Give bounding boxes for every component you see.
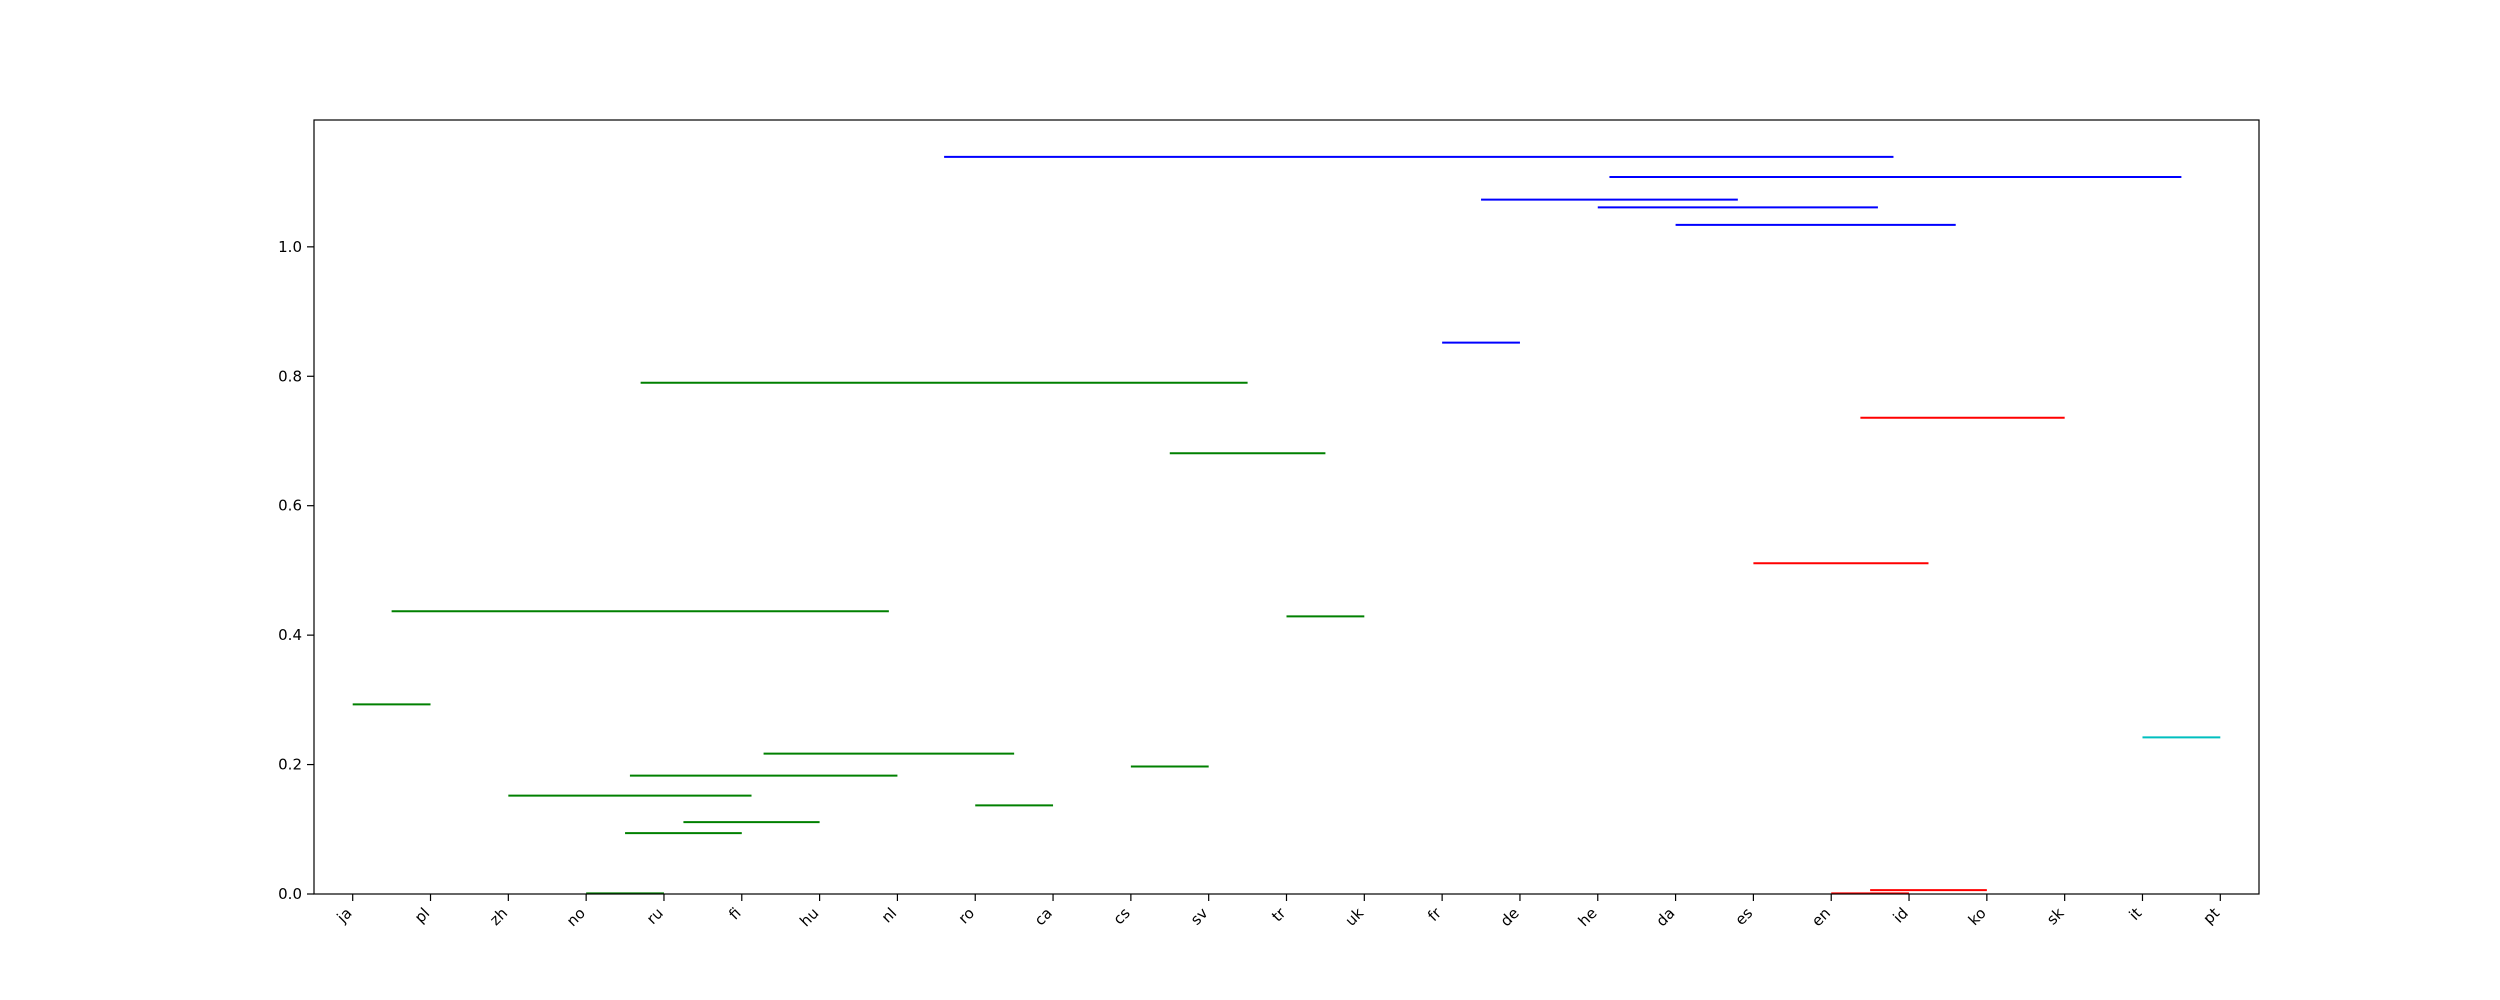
leaf-label-pt: pt	[2200, 904, 2224, 928]
leaf-label-en: en	[1808, 904, 1834, 930]
leaf-label-da: da	[1652, 904, 1678, 930]
leaf-label-ro: ro	[955, 904, 978, 927]
plot-area-frame	[313, 119, 2260, 895]
y-tick-label: 1.0	[278, 238, 302, 256]
y-tick-label: 0.0	[278, 885, 302, 903]
leaf-label-ja: ja	[333, 904, 356, 927]
leaf-label-fi: fi	[725, 904, 744, 923]
y-tick-label: 0.8	[278, 367, 302, 385]
leaf-label-es: es	[1731, 904, 1756, 929]
leaf-label-ru: ru	[643, 904, 667, 928]
y-tick-label: 0.6	[278, 497, 302, 515]
leaf-label-nl: nl	[878, 904, 900, 926]
leaf-label-pl: pl	[411, 904, 433, 926]
leaf-label-ko: ko	[1965, 904, 1990, 929]
leaf-label-tr: tr	[1268, 904, 1290, 926]
y-tick-label: 0.2	[278, 756, 302, 774]
leaf-label-id: id	[1889, 904, 1911, 926]
leaf-label-sv: sv	[1187, 904, 1212, 929]
leaf-label-uk: uk	[1342, 904, 1368, 930]
y-tick-label: 0.4	[278, 626, 302, 644]
dendrogram-links	[352, 155, 2221, 895]
x-axis: ja pl zh no ru fi hu nl ro ca cs sv tr uk fr de he da es en…	[333, 894, 2224, 930]
leaf-label-sk: sk	[2043, 904, 2068, 929]
leaf-label-no: no	[563, 904, 589, 930]
leaf-label-hu: hu	[796, 904, 822, 930]
leaf-label-zh: zh	[486, 904, 511, 929]
leaf-label-fr: fr	[1424, 904, 1445, 925]
y-axis: 0.0 0.2 0.4 0.6 0.8 1.0	[278, 238, 314, 903]
leaf-label-de: de	[1497, 904, 1523, 930]
leaf-label-cs: cs	[1110, 904, 1134, 928]
leaf-label-he: he	[1575, 904, 1601, 930]
leaf-label-it: it	[2125, 904, 2145, 924]
leaf-label-ca: ca	[1031, 904, 1056, 929]
